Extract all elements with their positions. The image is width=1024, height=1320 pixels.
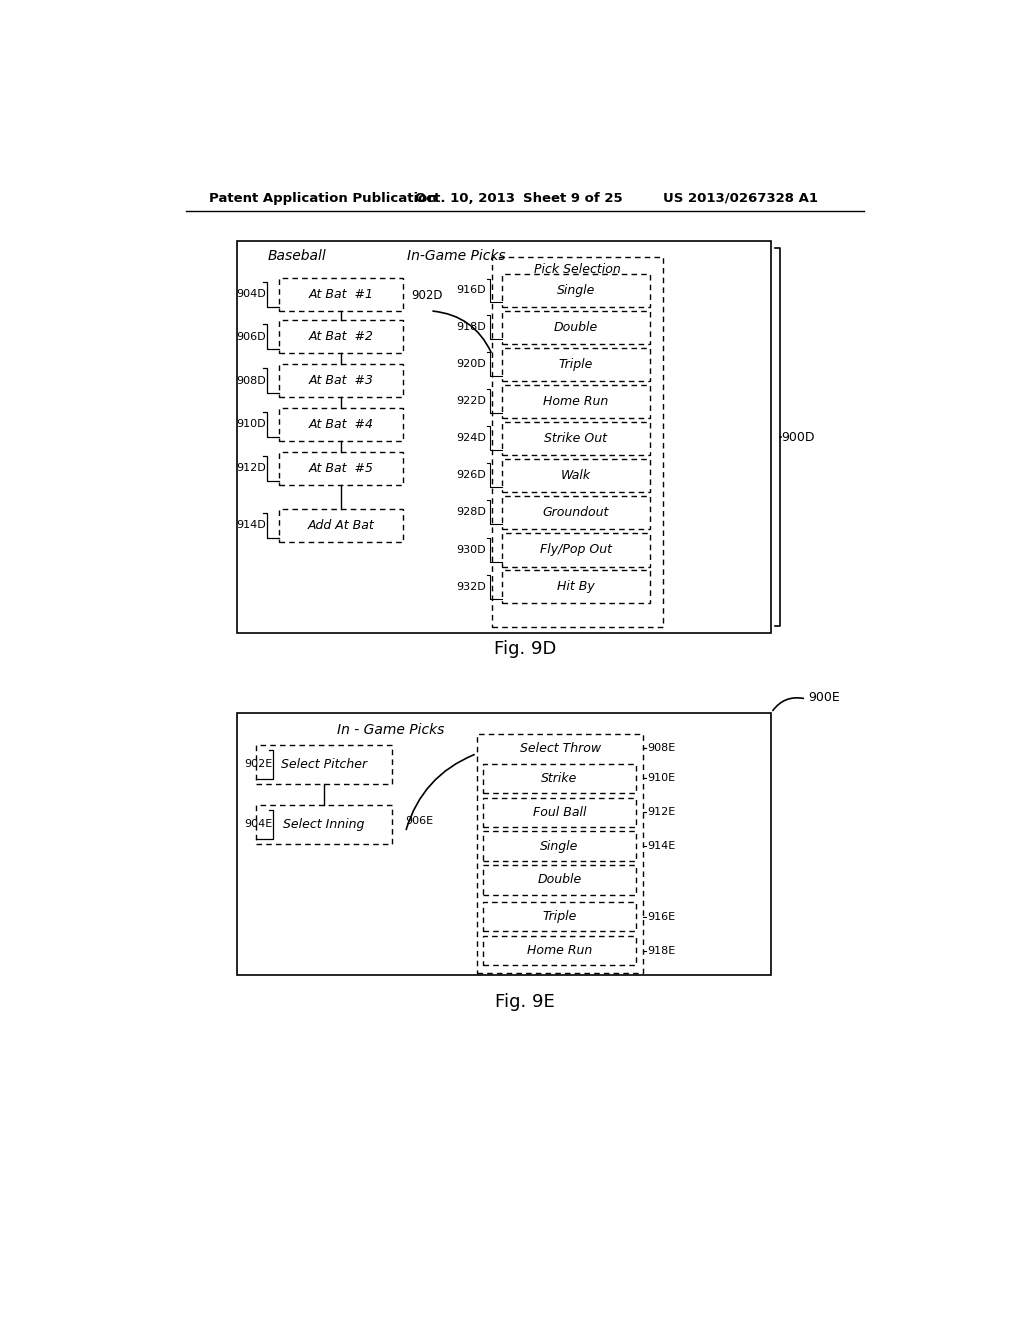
- Text: 914E: 914E: [647, 841, 676, 851]
- Bar: [483, 866, 636, 895]
- Text: Double: Double: [554, 321, 598, 334]
- Bar: [477, 734, 643, 973]
- Text: 906D: 906D: [237, 331, 266, 342]
- Text: Oct. 10, 2013: Oct. 10, 2013: [415, 191, 515, 205]
- Bar: [502, 385, 650, 418]
- Bar: [483, 903, 636, 932]
- Text: 904D: 904D: [237, 289, 266, 300]
- Bar: [493, 257, 663, 627]
- Text: 932D: 932D: [457, 582, 486, 591]
- Bar: [502, 570, 650, 603]
- Bar: [502, 533, 650, 566]
- Text: 930D: 930D: [457, 545, 486, 554]
- Text: Hit By: Hit By: [557, 581, 595, 594]
- Text: 912E: 912E: [647, 807, 676, 817]
- Text: Pick Selection: Pick Selection: [535, 263, 621, 276]
- Bar: [237, 713, 771, 974]
- Text: 916E: 916E: [647, 912, 676, 921]
- Text: Home Run: Home Run: [526, 944, 592, 957]
- Text: 922D: 922D: [456, 396, 486, 407]
- Text: 928D: 928D: [456, 507, 486, 517]
- Text: 924D: 924D: [456, 433, 486, 444]
- Text: Strike: Strike: [541, 772, 578, 785]
- Text: 902D: 902D: [411, 289, 442, 302]
- Text: 908D: 908D: [237, 376, 266, 385]
- Text: Baseball: Baseball: [267, 249, 327, 263]
- Text: Home Run: Home Run: [544, 395, 608, 408]
- Text: Fig. 9E: Fig. 9E: [495, 993, 555, 1011]
- Text: Single: Single: [557, 284, 595, 297]
- Bar: [280, 277, 403, 312]
- Text: Fly/Pop Out: Fly/Pop Out: [540, 544, 612, 557]
- Text: 926D: 926D: [457, 470, 486, 480]
- Bar: [483, 763, 636, 793]
- Text: Fig. 9D: Fig. 9D: [494, 640, 556, 657]
- Text: 916D: 916D: [457, 285, 486, 296]
- Text: Foul Ball: Foul Ball: [532, 805, 586, 818]
- Text: 910E: 910E: [647, 774, 676, 783]
- Bar: [502, 422, 650, 455]
- Text: Single: Single: [540, 840, 579, 853]
- Bar: [483, 832, 636, 861]
- Text: Triple: Triple: [559, 358, 593, 371]
- Text: Walk: Walk: [561, 469, 591, 482]
- Text: Groundout: Groundout: [543, 506, 609, 519]
- Text: Select Pitcher: Select Pitcher: [281, 758, 367, 771]
- Text: 904E: 904E: [245, 820, 272, 829]
- Bar: [280, 451, 403, 484]
- Text: 912D: 912D: [237, 463, 266, 474]
- Text: 900D: 900D: [781, 430, 815, 444]
- Bar: [483, 797, 636, 826]
- Text: Patent Application Publication: Patent Application Publication: [209, 191, 437, 205]
- Bar: [237, 240, 771, 634]
- Text: US 2013/0267328 A1: US 2013/0267328 A1: [663, 191, 818, 205]
- Text: 914D: 914D: [237, 520, 266, 531]
- Bar: [256, 805, 391, 843]
- Text: At Bat  #1: At Bat #1: [308, 288, 374, 301]
- Bar: [502, 495, 650, 529]
- Text: Triple: Triple: [542, 911, 577, 924]
- Text: Add At Bat: Add At Bat: [308, 519, 375, 532]
- Bar: [483, 936, 636, 965]
- Text: 920D: 920D: [457, 359, 486, 370]
- Bar: [502, 275, 650, 308]
- Text: Strike Out: Strike Out: [545, 432, 607, 445]
- Text: 918E: 918E: [647, 945, 676, 956]
- Text: At Bat  #5: At Bat #5: [308, 462, 374, 475]
- Text: Select Inning: Select Inning: [283, 818, 365, 832]
- Text: 906E: 906E: [406, 816, 433, 825]
- Text: At Bat  #4: At Bat #4: [308, 418, 374, 430]
- Bar: [280, 408, 403, 441]
- Text: At Bat  #2: At Bat #2: [308, 330, 374, 343]
- Bar: [280, 508, 403, 543]
- Text: Double: Double: [538, 874, 582, 887]
- Text: 900E: 900E: [809, 690, 841, 704]
- Text: Sheet 9 of 25: Sheet 9 of 25: [523, 191, 623, 205]
- Bar: [502, 459, 650, 492]
- Bar: [280, 364, 403, 397]
- Text: At Bat  #3: At Bat #3: [308, 374, 374, 387]
- Text: Select Throw: Select Throw: [519, 742, 601, 755]
- Text: In - Game Picks: In - Game Picks: [337, 723, 444, 737]
- Text: 908E: 908E: [647, 743, 676, 754]
- Text: In-Game Picks: In-Game Picks: [407, 249, 506, 263]
- Text: 902E: 902E: [245, 759, 272, 770]
- Bar: [502, 348, 650, 381]
- Bar: [256, 744, 391, 784]
- Text: 918D: 918D: [457, 322, 486, 333]
- Text: 910D: 910D: [237, 420, 266, 429]
- Bar: [280, 321, 403, 354]
- Bar: [502, 312, 650, 345]
